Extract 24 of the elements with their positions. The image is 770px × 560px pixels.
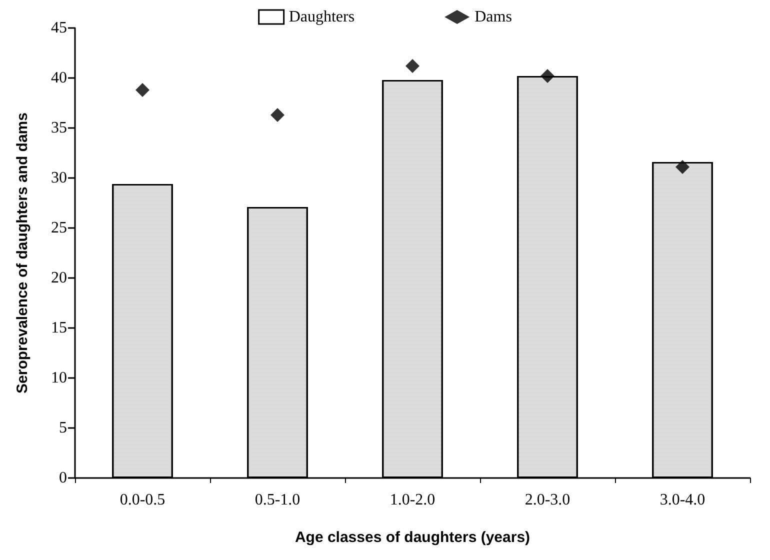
y-tick-label: 20 — [51, 270, 67, 286]
point — [270, 108, 284, 122]
x-tick-label: 2.0-3.0 — [524, 492, 570, 508]
y-tick-label: 15 — [51, 320, 67, 336]
y-tick-label: 0 — [59, 470, 67, 486]
x-tick-label: 3.0-4.0 — [660, 492, 706, 508]
y-tick-label: 35 — [51, 120, 67, 136]
point — [540, 69, 554, 83]
y-tick-label: 45 — [51, 20, 67, 36]
y-tick-label: 10 — [51, 370, 67, 386]
point — [136, 83, 150, 97]
point — [406, 59, 420, 73]
y-tick-label: 5 — [59, 420, 67, 436]
y-tick-label: 25 — [51, 220, 67, 236]
y-tick-label: 30 — [51, 170, 67, 186]
y-axis-title: Seroprevalence of daughters and dams — [14, 112, 31, 394]
x-tick-label: 0.5-1.0 — [254, 492, 300, 508]
legend-label: Dams — [474, 8, 512, 26]
y-tick-label: 40 — [51, 70, 67, 86]
x-tick-label: 0.0-0.5 — [120, 492, 166, 508]
x-axis-title: Age classes of daughters (years) — [294, 529, 530, 546]
x-tick-label: 1.0-2.0 — [390, 492, 436, 508]
point — [676, 160, 690, 174]
legend-label: Daughters — [288, 8, 355, 26]
